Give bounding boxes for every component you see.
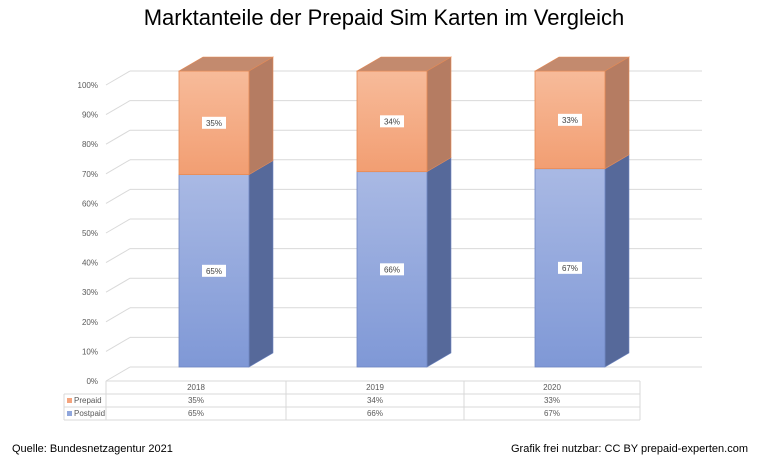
bar-side-postpaid-2020 [604, 154, 630, 368]
y-tick-label: 40% [82, 259, 98, 268]
bar-side-postpaid-2018 [248, 160, 274, 368]
gridline-depth [105, 307, 131, 323]
data-label-postpaid-2018: 65% [206, 267, 222, 276]
table-cell-prepaid-2020: 33% [544, 396, 560, 405]
y-tick-label: 100% [78, 81, 98, 90]
table-cell-postpaid-2018: 65% [188, 409, 204, 418]
bars [177, 56, 631, 368]
y-tick-label: 30% [82, 288, 98, 297]
y-tick-label: 0% [86, 377, 98, 386]
table-row-label-postpaid: Postpaid [74, 409, 105, 418]
table-header-2019: 2019 [366, 383, 384, 392]
bar-top-2019 [355, 56, 453, 72]
data-label-box [202, 264, 226, 277]
legend-key-prepaid [67, 398, 72, 403]
y-tick-label: 60% [82, 199, 98, 208]
y-tick-label: 90% [82, 111, 98, 120]
gridline-depth [105, 100, 131, 116]
data-label-box [202, 116, 226, 129]
bar-side-prepaid-2020 [604, 56, 630, 170]
gridline-depth [105, 336, 131, 352]
data-label-postpaid-2020: 67% [562, 264, 578, 273]
source-note: Quelle: Bundesnetzagentur 2021 [12, 443, 173, 455]
chart-title: Marktanteile der Prepaid Sim Karten im V… [143, 5, 625, 30]
gridline-depth [105, 70, 131, 86]
gridline-depth [105, 188, 131, 204]
license-note: Grafik frei nutzbar: CC BY prepaid-exper… [510, 443, 748, 455]
bar-top-2018 [177, 56, 275, 72]
data-table: 2018 2019 2020 Prepaid 35% 34% 33% Postpaid 65% 6… [63, 380, 641, 421]
data-label-postpaid-2019: 66% [384, 265, 400, 274]
data-label-prepaid-2019: 34% [384, 117, 400, 126]
y-tick-label: 10% [82, 347, 98, 356]
table-header-2020: 2020 [543, 383, 561, 392]
table-row-label-prepaid: Prepaid [74, 396, 102, 405]
data-label-box [558, 113, 582, 126]
table-cell-prepaid-2018: 35% [188, 396, 204, 405]
y-axis-ticks: 0% 10% 20% 30% 40% 50% 60% 70% 80% 90% 100% [78, 81, 98, 386]
y-tick-label: 50% [82, 229, 98, 238]
y-tick-label: 80% [82, 140, 98, 149]
data-label-prepaid-2020: 33% [562, 116, 578, 125]
bar-side-prepaid-2019 [426, 56, 452, 173]
gridline-depth [105, 129, 131, 145]
data-label-box [380, 115, 404, 128]
gridline-depth [105, 248, 131, 264]
table-cell-prepaid-2019: 34% [367, 396, 383, 405]
y-tick-label: 20% [82, 318, 98, 327]
data-labels: 65% 35% 66% 34% 67% 33% [202, 113, 582, 277]
data-label-prepaid-2018: 35% [206, 119, 222, 128]
gridline-depth [105, 218, 131, 234]
bar-side-prepaid-2018 [248, 56, 274, 176]
data-label-box [380, 263, 404, 276]
bar-side-postpaid-2019 [426, 157, 452, 368]
table-cell-postpaid-2020: 67% [544, 409, 560, 418]
gridline-depth [105, 277, 131, 293]
bar-top-2020 [533, 56, 631, 72]
table-header-2018: 2018 [187, 383, 205, 392]
y-tick-label: 70% [82, 170, 98, 179]
gridline-depth [105, 366, 131, 382]
data-label-box [558, 261, 582, 274]
legend-key-postpaid [67, 411, 72, 416]
gridline-depth [105, 159, 131, 175]
table-cell-postpaid-2019: 66% [367, 409, 383, 418]
